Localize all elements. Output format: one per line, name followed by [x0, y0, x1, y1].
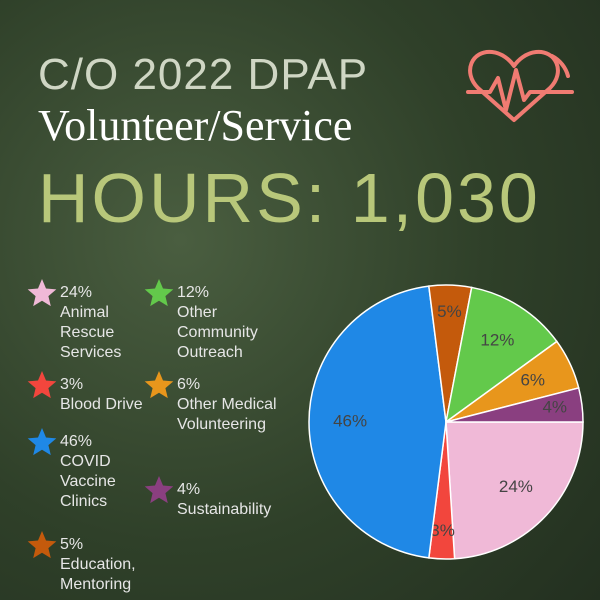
legend-item: 24% Animal Rescue Services — [60, 283, 160, 363]
slice-label: 6% — [520, 371, 545, 390]
legend-value: 3% — [60, 376, 84, 393]
legend-value: 46% — [60, 433, 93, 450]
legend-item: 6% Other Medical Volunteering — [177, 375, 277, 435]
legend-value: 24% — [60, 284, 93, 301]
pie-slice — [444, 286, 558, 424]
legend-item: 5% Education, Mentoring — [60, 535, 160, 595]
slice-label: 12% — [480, 331, 514, 350]
legend-label: Education, Mentoring — [60, 556, 136, 593]
legend-label: Sustainability — [177, 501, 272, 518]
legend-marker — [144, 371, 174, 399]
pie-slice — [308, 285, 447, 559]
legend-value: 6% — [177, 376, 201, 393]
legend-label: Animal Rescue Services — [60, 304, 122, 361]
legend-marker — [27, 428, 57, 456]
legend-marker — [144, 279, 174, 307]
legend-item: 46% COVID Vaccine Clinics — [60, 432, 160, 512]
legend-item: 12% Other Community Outreach — [177, 283, 277, 363]
legend-marker — [144, 476, 174, 504]
slice-label: 3% — [430, 521, 455, 540]
legend-value: 12% — [177, 284, 210, 301]
slice-label: 5% — [437, 302, 462, 321]
legend-marker — [27, 279, 57, 307]
pie-slice — [445, 387, 584, 423]
header-line3: HOURS: 1,030 — [38, 159, 541, 237]
legend-value: 4% — [177, 481, 201, 498]
header-line2: Volunteer/Service — [38, 101, 353, 150]
heart-icon — [466, 49, 574, 122]
legend-label: Other Medical Volunteering — [177, 396, 277, 433]
header-line1: C/O 2022 DPAP — [38, 50, 369, 99]
slice-label: 24% — [499, 477, 533, 496]
slice-label: 46% — [333, 411, 367, 430]
slice-label: 4% — [542, 398, 567, 417]
pie-slice — [445, 421, 584, 560]
legend-value: 5% — [60, 536, 84, 553]
legend-label: Other Community Outreach — [177, 304, 258, 361]
legend-marker — [27, 531, 57, 559]
legend-item: 4% Sustainability — [177, 480, 277, 520]
legend-marker — [27, 371, 57, 399]
legend-label: Blood Drive — [60, 396, 143, 413]
legend-item: 3% Blood Drive — [60, 375, 160, 415]
legend-label: COVID Vaccine Clinics — [60, 453, 116, 510]
